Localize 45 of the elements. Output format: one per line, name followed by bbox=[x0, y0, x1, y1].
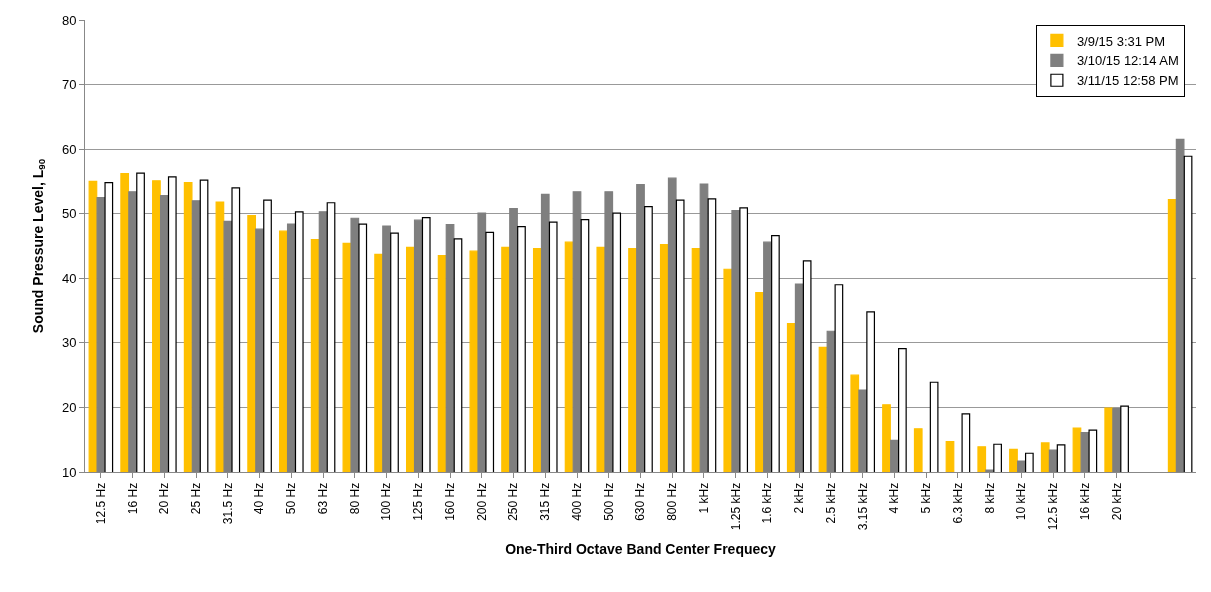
x-tick-label: 50 Hz bbox=[284, 482, 299, 515]
y-tick-label: 60 bbox=[61, 141, 77, 157]
y-tick-label: 50 bbox=[61, 206, 77, 222]
x-tick-label: 4 kHz bbox=[887, 482, 902, 514]
x-tick-label: 2 kHz bbox=[792, 482, 807, 514]
x-tick-label: 400 Hz bbox=[569, 482, 584, 521]
x-tick-label: 160 Hz bbox=[442, 482, 457, 521]
x-tick-label: 63 Hz bbox=[315, 482, 330, 515]
x-tick-label: 1.6 kHz bbox=[760, 482, 775, 524]
x-tick-label: 250 Hz bbox=[506, 482, 521, 521]
y-tick-label: 40 bbox=[61, 270, 77, 286]
x-tick-label: 20 kHz bbox=[1109, 482, 1124, 521]
x-tick-label: 500 Hz bbox=[601, 482, 616, 521]
x-tick-label: 1.25 kHz bbox=[728, 482, 743, 531]
legend-label: 3/10/15 12:14 AM bbox=[1076, 53, 1179, 69]
x-tick-label: 8 kHz bbox=[982, 482, 997, 514]
y-tick-label: 10 bbox=[61, 464, 77, 480]
x-tick-label: 2.5 kHz bbox=[823, 482, 838, 524]
x-tick-label: 12.5 kHz bbox=[1046, 482, 1061, 531]
y-tick-label: 80 bbox=[61, 12, 77, 28]
legend-label: 3/9/15 3:31 PM bbox=[1076, 33, 1166, 49]
x-tick-label: 125 Hz bbox=[411, 482, 426, 521]
x-axis-title: One-Third Octave Band Center Frequecy bbox=[505, 541, 777, 558]
x-tick-label: 1 kHz bbox=[696, 482, 711, 514]
x-tick-label: 25 Hz bbox=[189, 482, 203, 515]
x-tick-label: 10 kHz bbox=[1014, 482, 1029, 521]
x-tick-label: 3.15 kHz bbox=[855, 482, 870, 531]
x-tick-label: 100 Hz bbox=[379, 482, 394, 521]
x-tick-label: 12.5 Hz bbox=[93, 482, 108, 525]
x-tick-label: 80 Hz bbox=[347, 482, 362, 515]
y-tick-label: 70 bbox=[61, 77, 77, 93]
y-tick-label: 20 bbox=[61, 399, 77, 415]
x-tick-label: 31.5 Hz bbox=[220, 482, 235, 525]
x-tick-label: 6.3 kHz bbox=[950, 482, 965, 524]
y-tick-label: 30 bbox=[61, 335, 77, 351]
x-tick-label: 630 Hz bbox=[633, 482, 648, 521]
x-tick-label: 20 Hz bbox=[157, 482, 172, 515]
x-tick-label: 16 Hz bbox=[125, 482, 140, 515]
x-tick-label: 315 Hz bbox=[538, 482, 553, 521]
x-tick-label: 5 kHz bbox=[919, 482, 934, 514]
x-tick-label: 800 Hz bbox=[665, 482, 680, 521]
x-tick-label: 200 Hz bbox=[474, 482, 489, 521]
x-tick-label: 40 Hz bbox=[252, 482, 267, 515]
legend-label: 3/11/15 12:58 PM bbox=[1076, 73, 1179, 89]
x-tick-label: 16 kHz bbox=[1077, 482, 1092, 521]
